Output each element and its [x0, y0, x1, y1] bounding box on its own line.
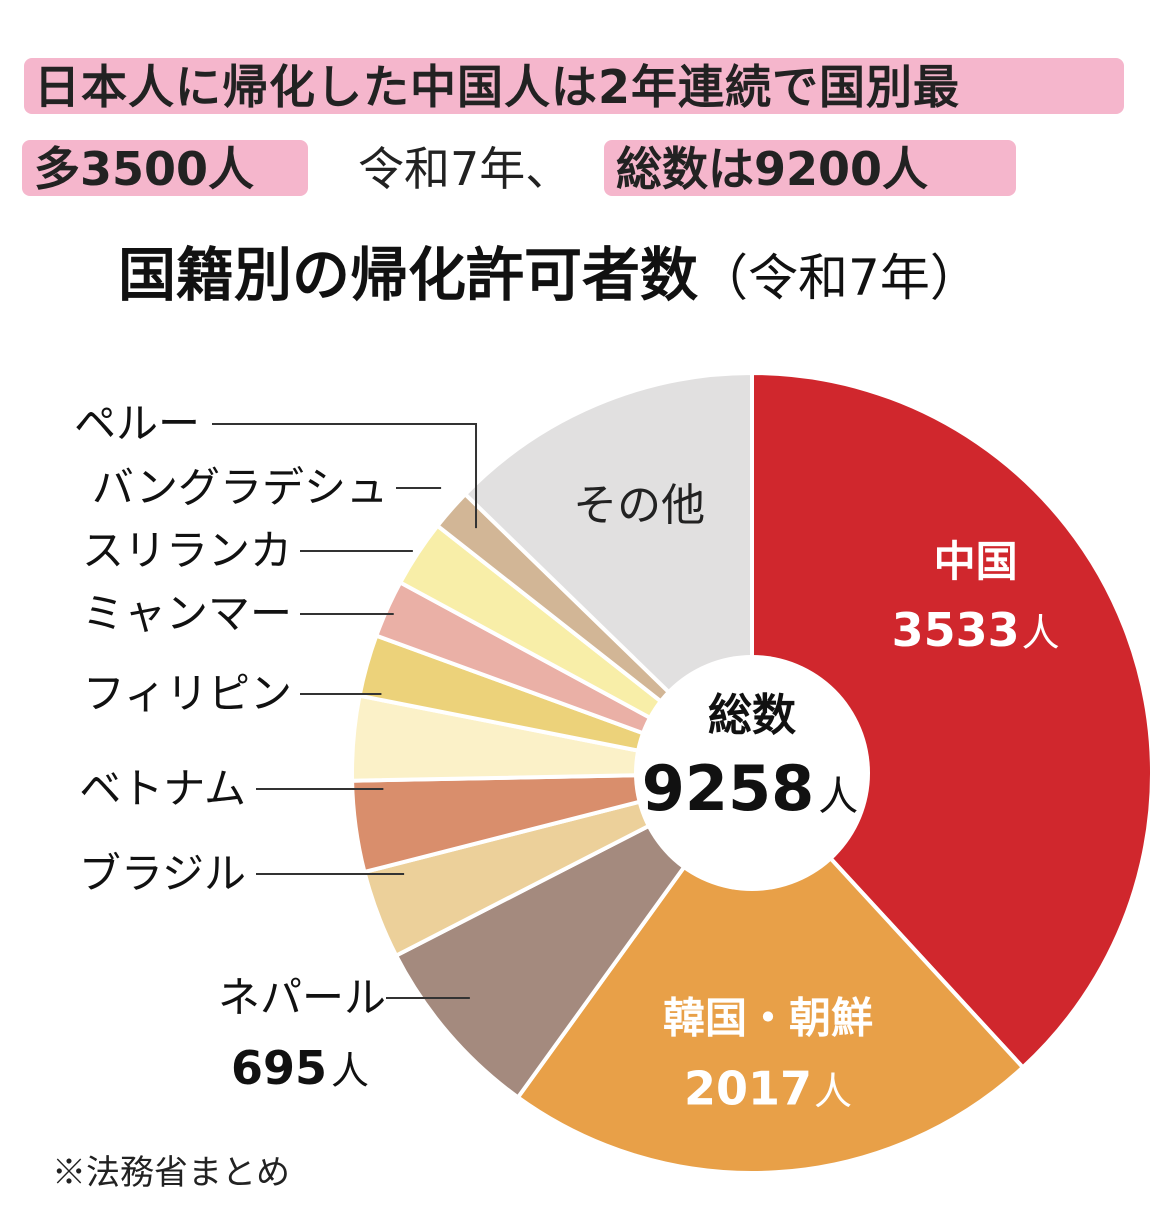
- pie-slice-0: [750, 370, 1154, 1071]
- headline-line2-a: 多3500人: [34, 142, 255, 196]
- label-brazil-name: ブラジル: [79, 849, 246, 898]
- center-total-value: 9258: [642, 752, 815, 825]
- pie-slice-1: [515, 769, 1026, 1175]
- headline-line2-b: 令和7年、: [358, 142, 572, 196]
- label-peru-name: ペルー: [74, 399, 200, 448]
- label-nepal-value-number: 695: [231, 1041, 327, 1095]
- label-nepal-value-unit: 人: [331, 1049, 369, 1093]
- headline-line2-c: 総数は9200人: [616, 142, 929, 196]
- chart-title-suffix: （令和7年）: [698, 249, 980, 307]
- label-nepal-value: 695 人: [231, 1041, 369, 1095]
- headline: 日本人に帰化した中国人は2年連続で国別最 多3500人 令和7年、 総数は920…: [0, 0, 1171, 210]
- pie-slice-2: [393, 771, 754, 1101]
- label-china-name: 中国: [934, 537, 1018, 586]
- label-korea-name: 韓国・朝鮮: [663, 994, 873, 1043]
- label-nepal-name: ネパール: [218, 973, 386, 1022]
- chart-title: 国籍別の帰化許可者数（令和7年）: [118, 246, 980, 304]
- label-korea-value: 2017人: [684, 1062, 852, 1116]
- center-total: 9258 人: [642, 752, 859, 825]
- headline-line1: 日本人に帰化した中国人は2年連続で国別最: [34, 60, 961, 114]
- donut-hole: [634, 655, 870, 891]
- center-total-unit: 人: [818, 774, 858, 820]
- label-china-value-unit: 人: [1022, 611, 1060, 655]
- center-label: 総数: [708, 690, 796, 741]
- highlight-bar-line2-right: [604, 140, 1016, 196]
- label-philippines-name: フィリピン: [83, 669, 292, 718]
- label-other-name: その他: [573, 480, 705, 531]
- label-china-value: 3533人: [892, 603, 1060, 657]
- label-peru-leader: [212, 423, 478, 529]
- highlight-bar-line2-left: [22, 140, 308, 196]
- label-srilanka-name: スリランカ: [82, 526, 292, 575]
- label-myanmar-name: ミャンマー: [82, 589, 292, 638]
- label-korea-value-number: 2017: [684, 1062, 812, 1116]
- highlight-bar-line1: [24, 58, 1124, 114]
- pie-slice-10: [462, 370, 754, 778]
- label-korea-value-unit: 人: [814, 1070, 852, 1114]
- label-vietnam-name: ベトナム: [79, 764, 246, 813]
- label-bangladesh-name: バングラデシュ: [92, 463, 388, 512]
- source-note: ※法務省まとめ: [52, 1153, 290, 1193]
- chart-title-main: 国籍別の帰化許可者数: [118, 241, 699, 309]
- label-china-value-number: 3533: [892, 603, 1020, 657]
